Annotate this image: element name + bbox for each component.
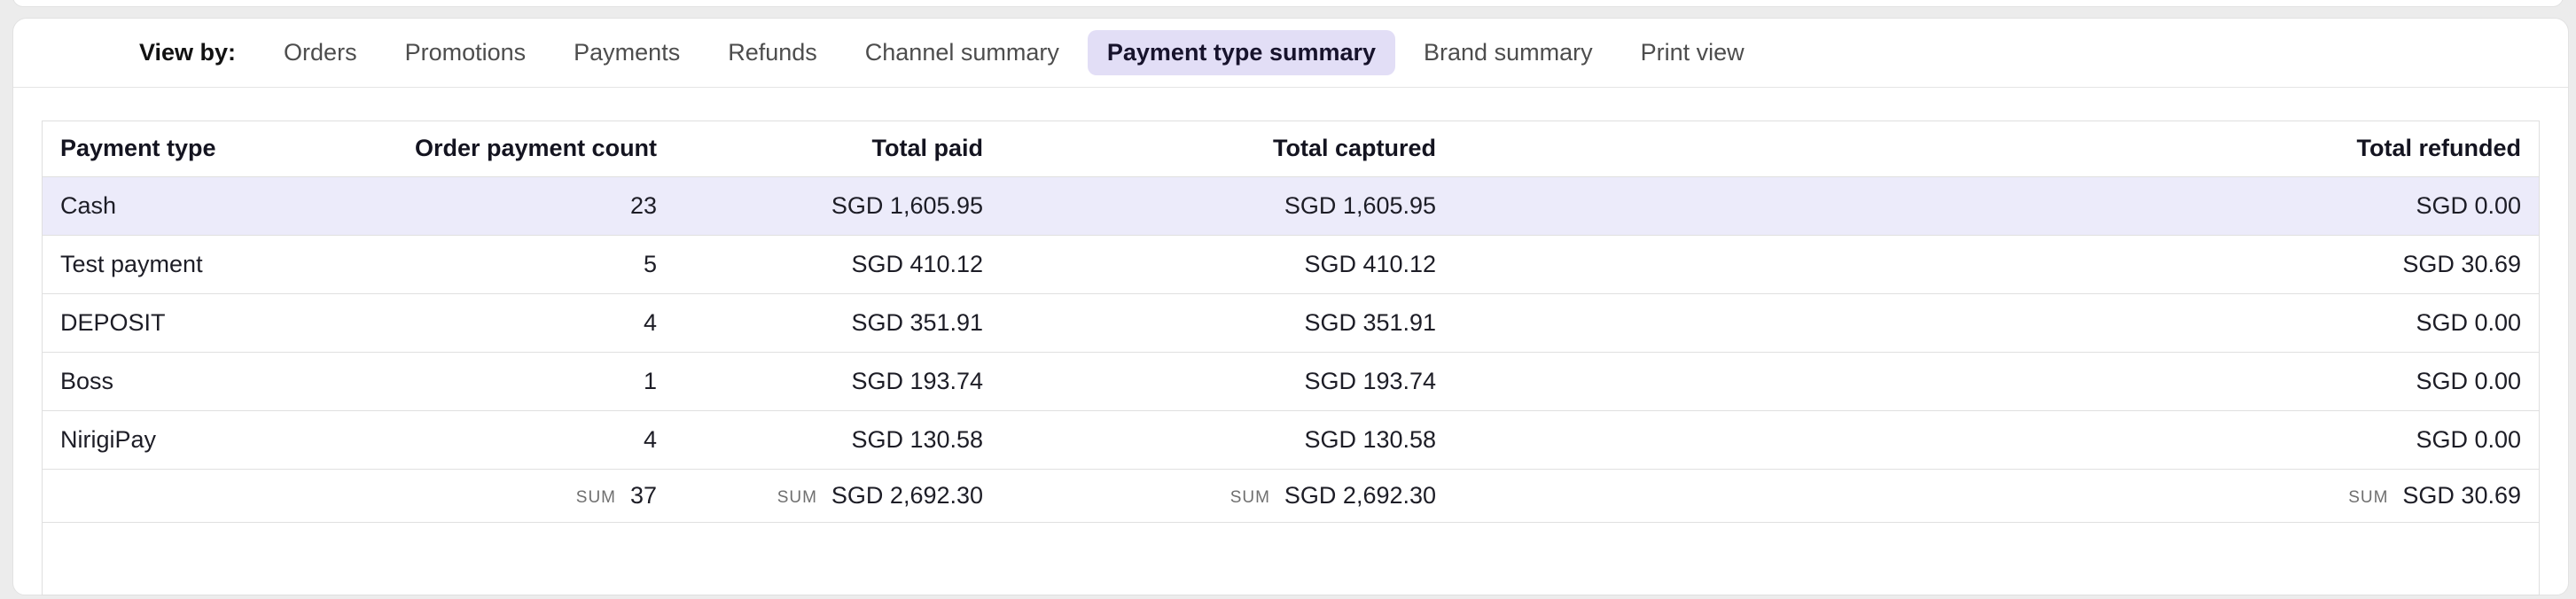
total-paid-cell: SGD 193.74 (675, 352, 1002, 411)
sum-refunded-cell: SUM SGD 30.69 (1454, 469, 2539, 523)
total-captured-cell: SGD 410.12 (1001, 235, 1455, 294)
sum-label: SUM (777, 487, 817, 507)
total-refunded-cell: SGD 30.69 (1454, 235, 2539, 294)
payment-type-cell: Cash (43, 176, 397, 236)
tab-brand-summary[interactable]: Brand summary (1424, 39, 1593, 66)
table-row-deposit[interactable]: DEPOSIT 4 SGD 351.91 SGD 351.91 SGD 0.00 (43, 293, 2539, 353)
sum-captured-cell: SUM SGD 2,692.30 (1001, 469, 1455, 523)
payment-type-cell: DEPOSIT (43, 293, 397, 353)
sum-empty-cell (43, 469, 397, 523)
tab-print-view[interactable]: Print view (1640, 39, 1745, 66)
total-paid-cell: SGD 130.58 (675, 410, 1002, 470)
tab-refunds[interactable]: Refunds (728, 39, 817, 66)
table-row-boss[interactable]: Boss 1 SGD 193.74 SGD 193.74 SGD 0.00 (43, 352, 2539, 411)
order-payment-count-cell: 5 (397, 235, 675, 294)
payment-type-cell: NirigiPay (43, 410, 397, 470)
total-captured-cell: SGD 351.91 (1001, 293, 1455, 353)
tab-payment-type-summary[interactable]: Payment type summary (1087, 30, 1396, 75)
table-row-cash[interactable]: Cash 23 SGD 1,605.95 SGD 1,605.95 SGD 0.00 (43, 176, 2539, 236)
view-by-label: View by: (139, 39, 237, 66)
total-paid-cell: SGD 351.91 (675, 293, 1002, 353)
sum-paid-value: SGD 2,692.30 (831, 481, 984, 509)
report-card: View by: Orders Promotions Payments Refunds… (12, 18, 2569, 595)
total-captured-cell: SGD 193.74 (1001, 352, 1455, 411)
order-payment-count-cell: 4 (397, 410, 675, 470)
sum-count-cell: SUM 37 (397, 469, 675, 523)
table-row-test-payment[interactable]: Test payment 5 SGD 410.12 SGD 410.12 SGD 30.… (43, 235, 2539, 294)
total-captured-cell: SGD 130.58 (1001, 410, 1455, 470)
column-header-order-payment-count: Order payment count (397, 121, 675, 177)
column-header-total-refunded: Total refunded (1454, 121, 2539, 177)
total-refunded-cell: SGD 0.00 (1454, 293, 2539, 353)
tab-orders[interactable]: Orders (284, 39, 357, 66)
report-table-container: Payment type Order payment count Total p… (42, 121, 2540, 595)
total-paid-cell: SGD 410.12 (675, 235, 1002, 294)
sum-captured-value: SGD 2,692.30 (1284, 481, 1437, 509)
total-captured-cell: SGD 1,605.95 (1001, 176, 1455, 236)
column-header-total-captured: Total captured (1001, 121, 1455, 177)
tab-bar: View by: Orders Promotions Payments Refunds… (13, 19, 2568, 88)
table-header-row: Payment type Order payment count Total p… (43, 121, 2539, 177)
column-header-payment-type: Payment type (43, 121, 397, 177)
payment-type-summary-table: Payment type Order payment count Total p… (43, 121, 2539, 523)
tab-promotions[interactable]: Promotions (404, 39, 527, 66)
column-header-total-paid: Total paid (675, 121, 1002, 177)
tab-channel-summary[interactable]: Channel summary (864, 39, 1059, 66)
previous-card-edge (12, 0, 2564, 7)
payment-type-cell: Boss (43, 352, 397, 411)
sum-label: SUM (575, 487, 616, 507)
sum-count-value: 37 (630, 481, 658, 509)
total-refunded-cell: SGD 0.00 (1454, 410, 2539, 470)
sum-label: SUM (1229, 487, 1270, 507)
sum-paid-cell: SUM SGD 2,692.30 (675, 469, 1002, 523)
sum-refunded-value: SGD 30.69 (2402, 481, 2521, 509)
tab-payments[interactable]: Payments (574, 39, 681, 66)
order-payment-count-cell: 1 (397, 352, 675, 411)
table-row-nirigipay[interactable]: NirigiPay 4 SGD 130.58 SGD 130.58 SGD 0.00 (43, 410, 2539, 470)
sum-label: SUM (2348, 487, 2389, 507)
total-refunded-cell: SGD 0.00 (1454, 352, 2539, 411)
order-payment-count-cell: 4 (397, 293, 675, 353)
total-paid-cell: SGD 1,605.95 (675, 176, 1002, 236)
total-refunded-cell: SGD 0.00 (1454, 176, 2539, 236)
order-payment-count-cell: 23 (397, 176, 675, 236)
sum-row: SUM 37 SUM SGD 2,692.30 SUM SGD 2,692.30 SU… (43, 469, 2539, 523)
payment-type-cell: Test payment (43, 235, 397, 294)
